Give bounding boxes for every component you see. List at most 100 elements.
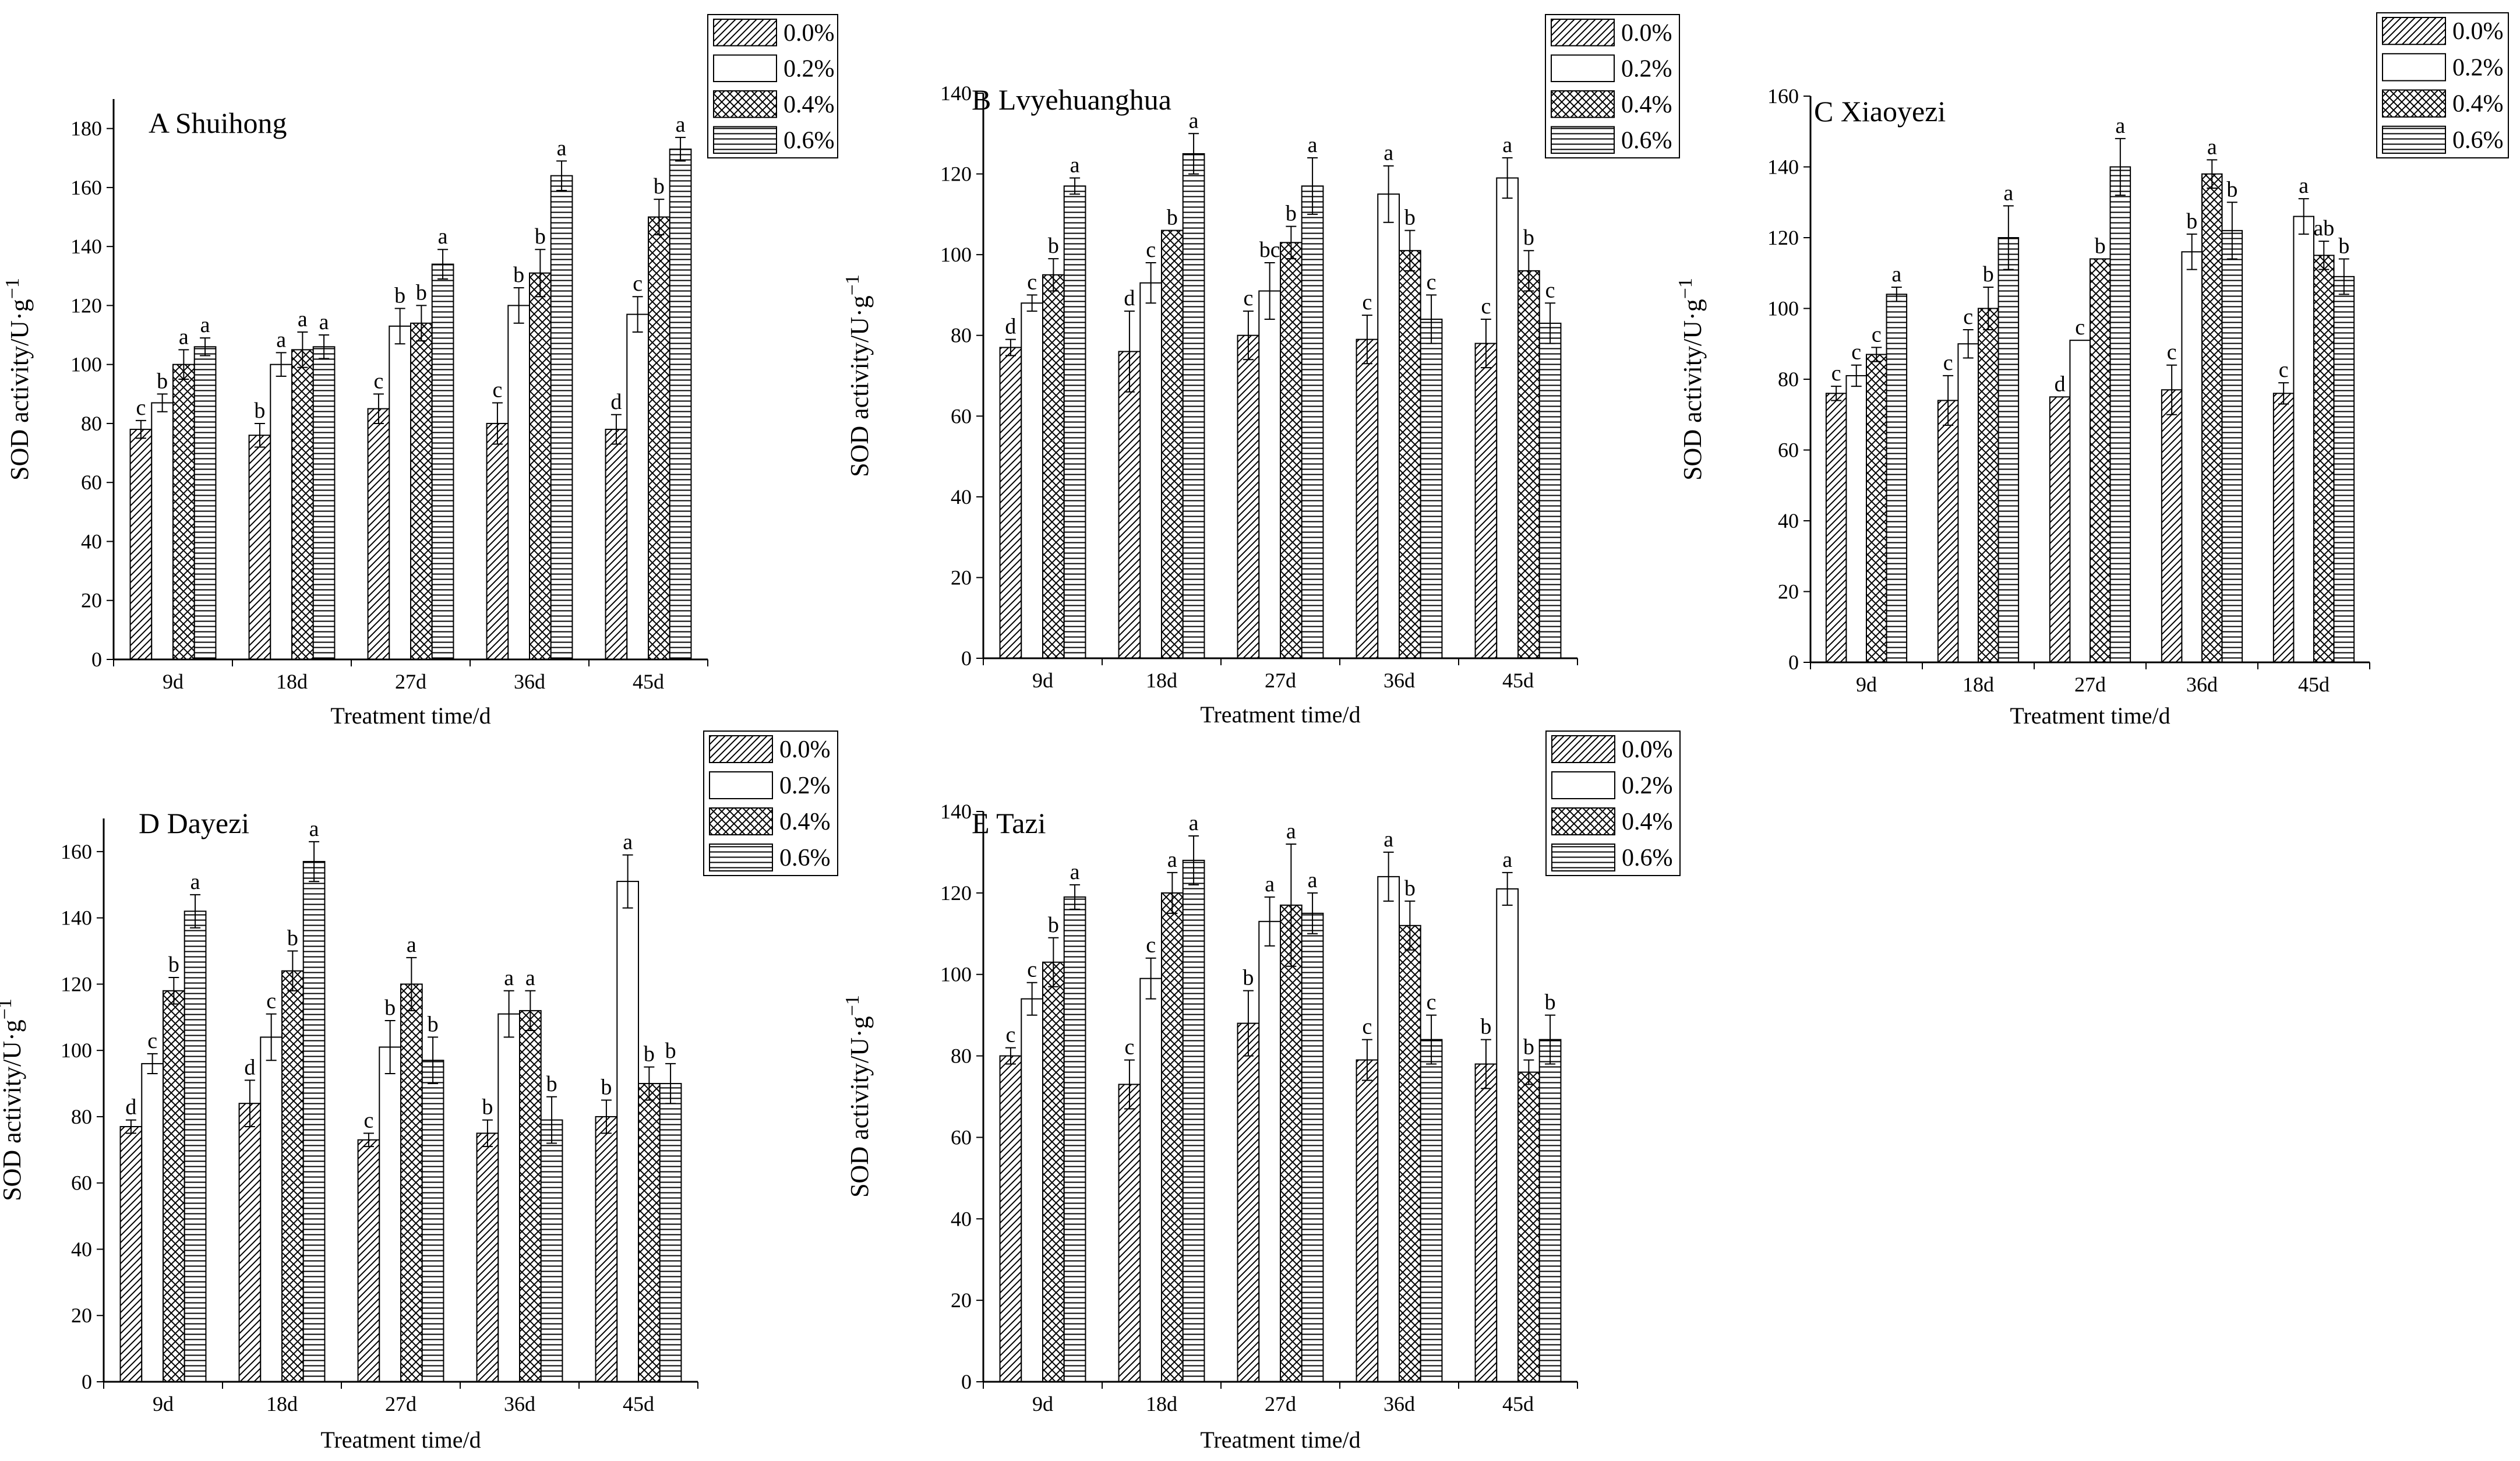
significance-label: a bbox=[1502, 848, 1512, 872]
x-tick-label: 18d bbox=[1146, 1392, 1177, 1416]
bar bbox=[2201, 173, 2223, 663]
x-tick-label: 36d bbox=[514, 670, 545, 693]
bar bbox=[659, 1083, 682, 1382]
legend-label: 0.4% bbox=[1621, 91, 1672, 118]
significance-label: c bbox=[1851, 340, 1861, 365]
significance-label: b bbox=[2186, 209, 2197, 234]
bar bbox=[1139, 282, 1163, 659]
bar bbox=[172, 364, 195, 660]
significance-label: b bbox=[1048, 234, 1059, 258]
panel-title: E Tazi bbox=[972, 807, 1046, 839]
x-axis-title: Treatment time/d bbox=[330, 703, 490, 729]
y-axis-title-superscript: −1 bbox=[2, 278, 23, 299]
bar bbox=[291, 349, 314, 660]
y-tick-label: 120 bbox=[70, 294, 102, 317]
bar bbox=[1139, 977, 1163, 1382]
significance-label: a bbox=[504, 966, 514, 990]
legend-swatch bbox=[2382, 125, 2446, 154]
bar bbox=[281, 970, 304, 1382]
x-tick-label: 9d bbox=[1032, 669, 1053, 692]
bar bbox=[1118, 1084, 1141, 1383]
bar bbox=[2181, 251, 2203, 663]
x-tick-label: 45d bbox=[1502, 1392, 1534, 1416]
significance-label: b bbox=[1243, 966, 1254, 990]
bar bbox=[193, 346, 217, 660]
bar bbox=[1538, 1039, 1562, 1382]
bar bbox=[260, 1036, 283, 1383]
y-tick-label: 40 bbox=[1778, 509, 1799, 532]
bar bbox=[595, 1116, 618, 1382]
significance-label: b bbox=[1523, 1035, 1534, 1060]
bar bbox=[1161, 892, 1184, 1383]
bar bbox=[638, 1083, 661, 1382]
y-axis-title: SOD activity/U·g−1 bbox=[1675, 278, 1707, 481]
bar bbox=[1496, 888, 1519, 1382]
significance-label: b bbox=[654, 174, 665, 199]
bar bbox=[1825, 393, 1847, 663]
significance-label: c bbox=[1146, 238, 1156, 262]
y-tick-label: 140 bbox=[1767, 156, 1799, 179]
bar bbox=[2333, 276, 2355, 663]
significance-label: a bbox=[407, 933, 417, 957]
legend-swatch bbox=[1551, 844, 1615, 871]
significance-label: b bbox=[546, 1072, 557, 1096]
significance-label: c bbox=[1481, 294, 1491, 319]
significance-label: b bbox=[1048, 913, 1059, 937]
legend-swatch bbox=[1551, 90, 1615, 118]
significance-label: a bbox=[623, 830, 633, 855]
bar bbox=[2090, 258, 2111, 663]
y-axis-title-superscript: −1 bbox=[842, 274, 863, 295]
y-tick-label: 80 bbox=[951, 1044, 972, 1068]
significance-label: b bbox=[513, 263, 524, 287]
bar bbox=[238, 1103, 262, 1382]
bar bbox=[389, 325, 412, 660]
bar bbox=[2049, 396, 2071, 663]
bar bbox=[507, 305, 531, 660]
legend-label: 0.4% bbox=[1622, 809, 1673, 835]
y-tick-label: 80 bbox=[71, 1105, 92, 1128]
y-tick-label: 140 bbox=[940, 800, 972, 823]
significance-label: b bbox=[428, 1012, 439, 1036]
bar bbox=[183, 911, 207, 1383]
y-tick-label: 60 bbox=[1778, 439, 1799, 462]
x-tick-label: 27d bbox=[395, 670, 426, 693]
significance-label: a bbox=[1308, 868, 1318, 892]
x-tick-label: 27d bbox=[385, 1392, 417, 1416]
significance-label: c bbox=[633, 271, 643, 296]
y-tick-label: 120 bbox=[61, 972, 92, 996]
bar bbox=[1538, 322, 1562, 659]
significance-label: d bbox=[1005, 315, 1016, 339]
significance-label: a bbox=[1070, 153, 1080, 178]
bar bbox=[2109, 166, 2131, 663]
significance-label: c bbox=[1027, 958, 1037, 982]
bar bbox=[497, 1013, 521, 1382]
y-tick-label: 100 bbox=[70, 353, 102, 376]
y-tick-label: 120 bbox=[1767, 226, 1799, 249]
legend-swatch bbox=[1551, 771, 1615, 799]
significance-label: a bbox=[190, 870, 200, 894]
significance-label: c bbox=[136, 396, 146, 420]
y-axis-title: SOD activity/U·g−1 bbox=[842, 995, 874, 1198]
significance-label: a bbox=[1189, 811, 1199, 835]
legend-label: 0.2% bbox=[2452, 54, 2504, 81]
bar bbox=[1978, 308, 1999, 663]
significance-label: a bbox=[179, 324, 189, 349]
bar bbox=[163, 990, 185, 1382]
legend-swatch bbox=[713, 54, 777, 82]
y-axis-title-text: SOD activity/U·g bbox=[1678, 299, 1707, 481]
x-tick-label: 36d bbox=[1383, 1392, 1415, 1416]
y-axis-title: SOD activity/U·g−1 bbox=[842, 274, 874, 477]
significance-label: c bbox=[1943, 351, 1953, 375]
legend-label: 0.6% bbox=[779, 845, 831, 871]
significance-label: b bbox=[1523, 225, 1534, 250]
x-tick-label: 45d bbox=[2298, 673, 2330, 696]
bar bbox=[1957, 343, 1979, 663]
significance-label: c bbox=[492, 378, 502, 403]
bar bbox=[1301, 912, 1324, 1382]
legend-label: 0.4% bbox=[783, 91, 835, 118]
y-tick-label: 140 bbox=[940, 82, 972, 105]
significance-label: c bbox=[1963, 305, 1973, 329]
y-tick-label: 120 bbox=[940, 163, 972, 186]
